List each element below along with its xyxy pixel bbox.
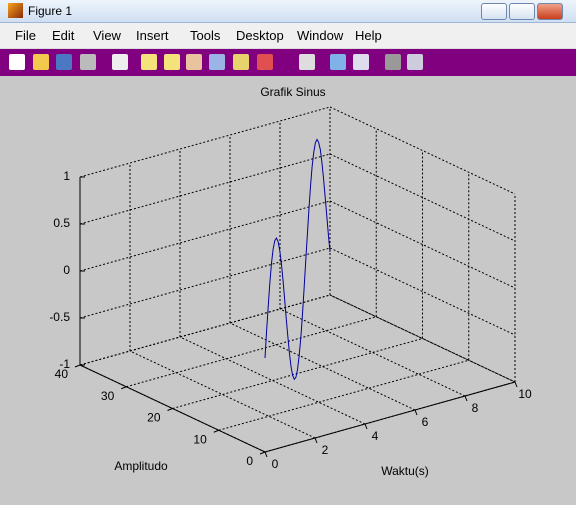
y-tick (259, 451, 266, 455)
toolbar-button[interactable] (186, 54, 202, 70)
menu-item[interactable]: Tools (190, 28, 221, 43)
menu-item[interactable]: View (93, 28, 121, 43)
chart: Grafik Sinus Waktu(s) Amplitudo 02468100… (49, 85, 532, 478)
y-tick-label: 40 (55, 367, 69, 381)
toolbar-button[interactable] (164, 54, 180, 70)
y-tick (167, 408, 173, 411)
chart-title: Grafik Sinus (260, 85, 325, 99)
grid-line (279, 308, 466, 397)
x-axis (264, 381, 516, 453)
toolbar-button[interactable] (80, 54, 96, 70)
x-tick (264, 451, 268, 458)
y-tick (121, 386, 127, 390)
x-tick-label: 6 (422, 415, 429, 429)
x-tick-label: 4 (372, 429, 379, 443)
close-button[interactable] (537, 3, 563, 20)
x-tick-label: 2 (322, 443, 329, 457)
x-tick-label: 0 (272, 457, 279, 471)
toolbar-button[interactable] (407, 54, 423, 70)
x-tick-label: 10 (518, 387, 532, 401)
y-axis-label: Amplitudo (114, 459, 168, 473)
x-tick (314, 437, 318, 444)
toolbar-button[interactable] (9, 54, 25, 70)
x-tick (364, 423, 368, 430)
y-tick (74, 364, 81, 368)
data-line (264, 138, 331, 381)
grid-line (229, 322, 416, 411)
toolbar-button[interactable] (141, 54, 157, 70)
grid-line (172, 338, 423, 409)
toolbar-button[interactable] (299, 54, 315, 70)
y-tick-label: 10 (193, 432, 207, 446)
window-title: Figure 1 (28, 4, 73, 18)
menu-item[interactable]: Window (297, 28, 344, 43)
x-tick (464, 395, 468, 402)
x-tick-label: 8 (472, 401, 479, 415)
grid-line (129, 350, 316, 439)
grid-line (79, 153, 331, 225)
grid-line (126, 316, 377, 388)
grid-line (79, 106, 331, 178)
app-icon (8, 3, 23, 18)
toolbar (0, 49, 576, 76)
y-tick-label: 0 (246, 454, 253, 468)
y-tick (213, 429, 219, 433)
toolbar-button[interactable] (257, 54, 273, 70)
z-tick-label: 0.5 (53, 216, 70, 230)
toolbar-button[interactable] (209, 54, 225, 70)
maximize-button[interactable] (509, 3, 535, 20)
menu-item[interactable]: Edit (52, 28, 75, 43)
grid-line (179, 336, 366, 425)
grid-line (79, 294, 331, 366)
x-tick (514, 381, 518, 388)
toolbar-button[interactable] (56, 54, 72, 70)
y-tick-label: 20 (147, 411, 161, 425)
x-tick (414, 409, 418, 416)
grid-line (218, 359, 469, 431)
toolbar-button[interactable] (112, 54, 128, 70)
toolbar-button[interactable] (330, 54, 346, 70)
z-tick-label: 0 (63, 263, 70, 277)
grid-line (79, 200, 331, 272)
y-tick-label: 30 (101, 389, 115, 403)
toolbar-button[interactable] (33, 54, 49, 70)
menu-bar: File Edit View Insert Tools Desktop Window Help (0, 23, 576, 49)
toolbar-button[interactable] (353, 54, 369, 70)
z-tick-label: -0.5 (49, 310, 70, 324)
menu-item[interactable]: Desktop (236, 28, 284, 43)
minimize-button[interactable] (481, 3, 507, 20)
title-bar: Figure 1 (0, 0, 576, 23)
menu-item[interactable]: Insert (136, 28, 169, 43)
grid-line (79, 247, 331, 319)
toolbar-button[interactable] (385, 54, 401, 70)
toolbar-button[interactable] (233, 54, 249, 70)
menu-item[interactable]: Help (355, 28, 382, 43)
z-tick-label: 1 (63, 169, 70, 183)
x-axis-label: Waktu(s) (381, 464, 429, 478)
menu-item[interactable]: File (15, 28, 36, 43)
z-tick-label: -1 (59, 357, 70, 371)
